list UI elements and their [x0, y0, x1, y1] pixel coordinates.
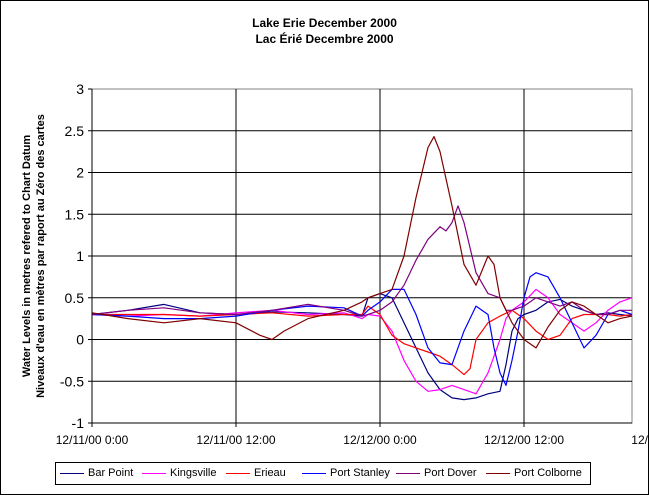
legend-swatch: [226, 473, 250, 474]
series-line-port-dover: [91, 205, 632, 317]
legend-label: Kingsville: [170, 467, 217, 479]
y-tick-label: 0: [76, 332, 84, 348]
series-lines: [91, 136, 633, 401]
legend-label: Port Dover: [424, 467, 477, 479]
x-tick-label: 12/12/00 0:00: [343, 433, 417, 447]
legend-label: Bar Point: [88, 467, 134, 479]
legend: Bar Point Kingsville Erieau Port Stanley Por…: [55, 462, 591, 485]
legend-swatch: [396, 473, 420, 474]
tick-labels: -1 -0.5 0 0.5 1 1.5 2 2.5 3 12/11/00 0:00 12/11/00…: [56, 81, 649, 447]
y-tick-label: -0.5: [60, 373, 84, 389]
y-tick-label: 2: [76, 165, 84, 181]
y-axis-label-french: Niveaux d'eau en mètres par raport au Zé…: [35, 114, 47, 398]
x-tick-label: 12/11/00 12:00: [196, 433, 276, 447]
y-tick-label: 0.5: [65, 290, 85, 306]
legend-label: Port Stanley: [330, 467, 390, 479]
series-line-port-colborne: [91, 136, 633, 349]
y-tick-label: 2.5: [65, 123, 85, 139]
y-tick-label: 3: [76, 81, 84, 97]
y-tick-label: -1: [72, 415, 85, 431]
chart-title: Lake Erie December 2000: [252, 16, 397, 30]
legend-label: Port Colborne: [514, 467, 582, 479]
chart-subtitle: Lac Érié Decembre 2000: [255, 32, 394, 46]
legend-swatch: [486, 473, 510, 474]
axes: [88, 88, 632, 427]
x-tick-label: 12/13/00 0:00: [631, 433, 649, 447]
x-tick-label: 12/11/00 0:00: [56, 433, 129, 447]
legend-swatch: [142, 473, 166, 474]
gridlines: [92, 89, 632, 423]
legend-label: Erieau: [254, 467, 286, 479]
y-axis-label: Water Levels in metres refered to Chart …: [21, 135, 33, 377]
legend-swatch: [60, 473, 84, 474]
y-tick-label: 1: [76, 248, 84, 264]
y-tick-label: 1.5: [65, 206, 85, 222]
legend-swatch: [302, 473, 326, 474]
series-line-port-stanley: [91, 272, 633, 386]
series-line-kingsville: [91, 288, 633, 395]
x-tick-label: 12/12/00 12:00: [484, 433, 564, 447]
